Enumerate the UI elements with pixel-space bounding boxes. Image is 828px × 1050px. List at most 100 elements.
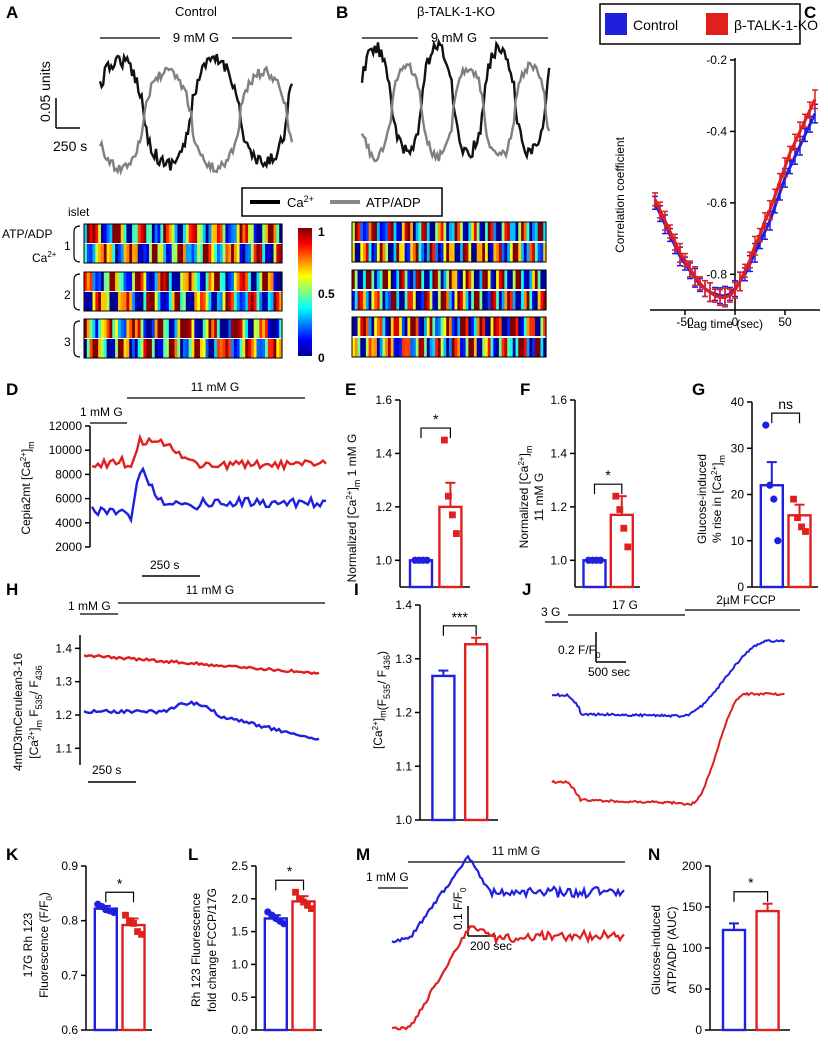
heatmap-cell	[157, 244, 161, 263]
heatmap-cell	[143, 224, 147, 243]
significance-bracket	[420, 427, 451, 439]
heatmap-cell	[529, 270, 533, 289]
heatmap-cell	[485, 291, 489, 310]
heatmap-cell	[354, 291, 359, 310]
heatmap-cell	[132, 244, 136, 263]
heatmap-cell	[504, 338, 508, 357]
heatmap-cell	[168, 319, 173, 338]
significance-bracket	[275, 879, 305, 891]
heatmap-cell	[117, 244, 122, 263]
heatmap-cell	[534, 270, 539, 289]
heatmap-cell	[231, 319, 235, 338]
heatmap-cell	[396, 317, 400, 336]
heatmap-cell	[435, 222, 439, 241]
heatmap-cell	[473, 338, 478, 357]
heatmap-cell	[374, 222, 378, 241]
heatmap-cell	[95, 319, 99, 338]
heatmap-cell	[245, 339, 249, 358]
heatmap-cell	[205, 319, 210, 338]
panel-k-chart: 0.6 0.7 0.8 0.9 *	[61, 859, 152, 1037]
heatmap-cell	[228, 224, 232, 243]
heatmap-cell	[168, 339, 173, 358]
heatmap-cell	[449, 222, 453, 241]
heatmap-cell	[100, 244, 105, 263]
heatmap-cell	[393, 338, 397, 357]
heatmap-cell	[183, 224, 187, 243]
heatmap-cell	[177, 244, 181, 263]
heatmap-cell	[219, 224, 224, 243]
heatmap-cell	[407, 338, 411, 357]
heatmap-cell	[537, 222, 542, 241]
heatmap-cell	[236, 244, 241, 263]
heatmap-cell	[154, 224, 159, 243]
heatmap-cell	[98, 272, 102, 291]
heatmap-cell	[208, 272, 212, 291]
heatmap-cell	[216, 244, 221, 263]
heatmap-cell	[504, 317, 508, 336]
heatmap-cell	[382, 243, 386, 262]
heatmap-cell	[149, 319, 153, 338]
heatmap-cell	[352, 338, 356, 357]
bar	[263, 917, 288, 1032]
heatmap-cell	[180, 272, 184, 291]
bar-y-tick-label: 2.0	[231, 892, 248, 906]
heatmap-cell	[460, 222, 464, 241]
bar-y-tick-label: 100	[682, 941, 702, 955]
heatmap-cell	[540, 243, 544, 262]
heatmap-cell	[248, 272, 252, 291]
panel-c-x-tick-label: -50	[676, 315, 694, 329]
legend-ko-swatch	[706, 13, 728, 35]
panel-d-letter: D	[6, 380, 18, 399]
heatmap-cell	[222, 224, 227, 243]
bar-y-tick-label: 0.8	[61, 914, 78, 928]
heatmap-cell	[92, 339, 96, 358]
heatmap-cell	[140, 319, 144, 338]
panel-b-ca-trace	[360, 38, 551, 161]
heatmap-cell	[160, 339, 164, 358]
heatmap-cell	[526, 222, 530, 241]
heatmap-cell	[262, 272, 266, 291]
heatmap-cell	[501, 338, 506, 357]
heatmap-cell	[454, 317, 458, 336]
heatmap-cell	[518, 222, 522, 241]
heatmap-cell	[149, 292, 153, 311]
heatmap-cell	[205, 244, 210, 263]
panel-k-letter: K	[6, 845, 19, 864]
heatmap-cell	[222, 319, 227, 338]
heatmap-cell	[171, 272, 176, 291]
heatmap-cell	[454, 291, 458, 310]
heatmap-cell	[160, 319, 164, 338]
bar-y-tick-label: 1.4	[375, 446, 392, 460]
bar-y-tick-label: 1.0	[231, 957, 248, 971]
heatmap-cell	[197, 292, 201, 311]
heatmap-cell	[479, 270, 483, 289]
heatmap-cell	[98, 319, 102, 338]
bar-datapoint	[138, 930, 145, 938]
heatmap-cell	[426, 291, 431, 310]
heatmap-cell	[515, 317, 519, 336]
heatmap-cell	[521, 243, 525, 262]
heatmap-cell	[129, 272, 133, 291]
panel-m-stim2: 11 mM G	[492, 844, 540, 858]
heatmap-cell	[214, 319, 218, 338]
heatmap-cell	[479, 243, 483, 262]
heatmap-cell	[146, 272, 150, 291]
heatmap-cell	[250, 244, 255, 263]
heatmap-cell	[233, 319, 238, 338]
heatmap-cell	[515, 243, 519, 262]
heatmap-cell	[365, 222, 370, 241]
heatmap-cell	[412, 338, 417, 357]
heatmap-cell	[446, 317, 450, 336]
heatmap-cell	[253, 272, 258, 291]
heatmap-cell	[465, 338, 469, 357]
heatmap-cell	[498, 270, 503, 289]
trace-y-tick-label: 1.3	[55, 675, 72, 689]
heatmap-cell	[354, 317, 359, 336]
legend-ko-label: β-TALK-1-KO	[734, 17, 818, 33]
heatmap-cell	[471, 243, 475, 262]
heatmap-cell	[501, 243, 506, 262]
heatmap-cell	[460, 243, 464, 262]
heatmap-islet-label: islet	[68, 205, 90, 219]
heatmap-cell	[418, 270, 422, 289]
heatmap-cell	[214, 272, 218, 291]
